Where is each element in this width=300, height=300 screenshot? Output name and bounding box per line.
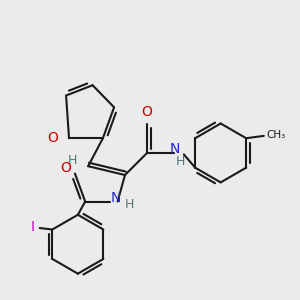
Text: CH₃: CH₃ <box>267 130 286 140</box>
Text: O: O <box>60 161 71 175</box>
Text: O: O <box>142 105 152 119</box>
Text: N: N <box>111 191 121 205</box>
Text: H: H <box>67 154 77 167</box>
Text: H: H <box>125 198 134 211</box>
Text: N: N <box>170 142 180 156</box>
Text: I: I <box>30 220 34 234</box>
Text: O: O <box>47 131 58 145</box>
Text: H: H <box>175 155 185 168</box>
